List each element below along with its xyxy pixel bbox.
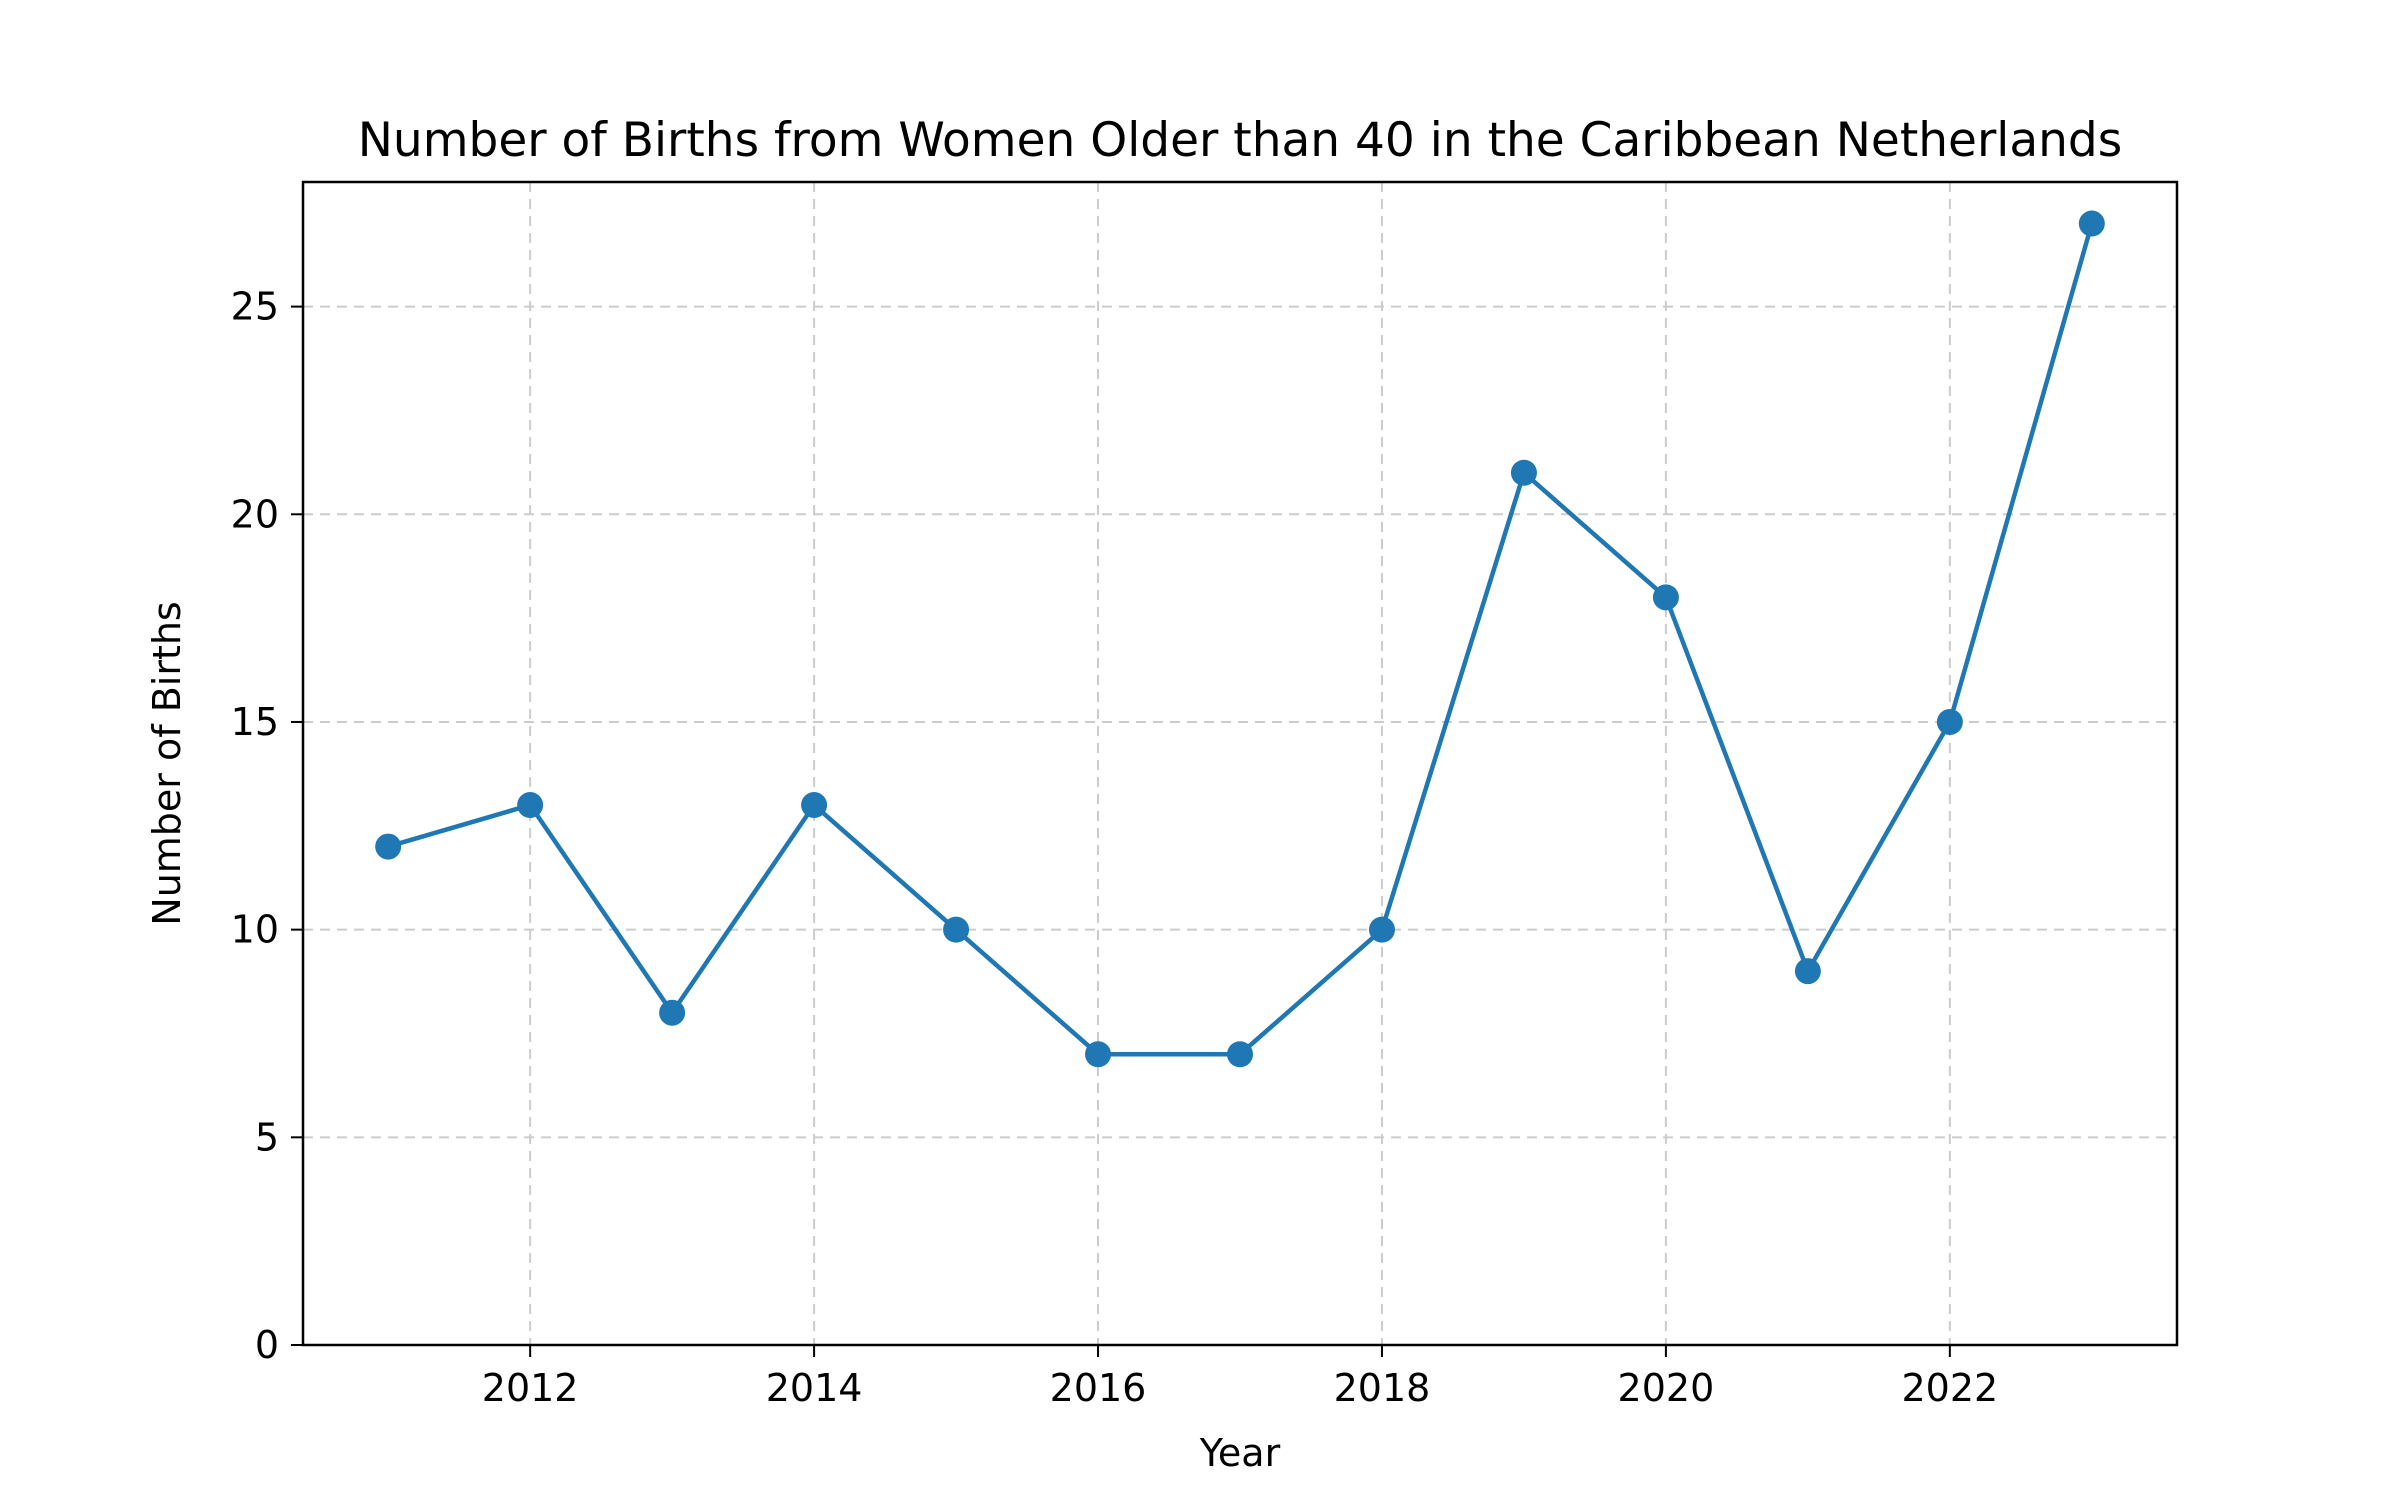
- data-point: [943, 916, 970, 943]
- y-axis-ticks: 0 5 10 15 20 25: [231, 285, 303, 1367]
- x-tick-label: 2020: [1618, 1366, 1715, 1410]
- data-point: [2078, 210, 2105, 237]
- data-point: [1936, 708, 1963, 735]
- plot-area-frame: [301, 180, 2179, 1347]
- data-point: [1794, 958, 1821, 985]
- x-axis-ticks: 2012 2014 2016 2018 2020 2022: [482, 1345, 1998, 1410]
- data-point: [659, 999, 686, 1026]
- y-axis-label: Number of Births: [145, 601, 189, 925]
- data-point: [1085, 1041, 1112, 1068]
- y-tick-label: 10: [231, 908, 279, 952]
- data-point: [375, 833, 402, 860]
- x-tick-label: 2018: [1334, 1366, 1431, 1410]
- x-tick-label: 2016: [1050, 1366, 1147, 1410]
- x-tick-label: 2012: [482, 1366, 579, 1410]
- x-axis-label: Year: [1199, 1431, 1281, 1475]
- data-point: [1368, 916, 1395, 943]
- data-point: [1227, 1041, 1253, 1068]
- chart-title: Number of Births from Women Older than 4…: [358, 113, 2123, 168]
- data-point: [801, 792, 828, 819]
- data-point: [1510, 459, 1537, 486]
- y-tick-label: 20: [231, 492, 279, 536]
- y-tick-label: 15: [231, 700, 279, 744]
- y-tick-label: 5: [255, 1115, 279, 1159]
- data-point: [1652, 584, 1679, 611]
- x-tick-label: 2022: [1901, 1366, 1998, 1410]
- y-tick-label: 25: [231, 285, 279, 329]
- grid-lines: [303, 182, 2177, 1346]
- y-tick-label: 0: [255, 1323, 279, 1367]
- data-point: [517, 792, 544, 819]
- x-tick-label: 2014: [766, 1366, 863, 1410]
- series-group: [375, 210, 2105, 1068]
